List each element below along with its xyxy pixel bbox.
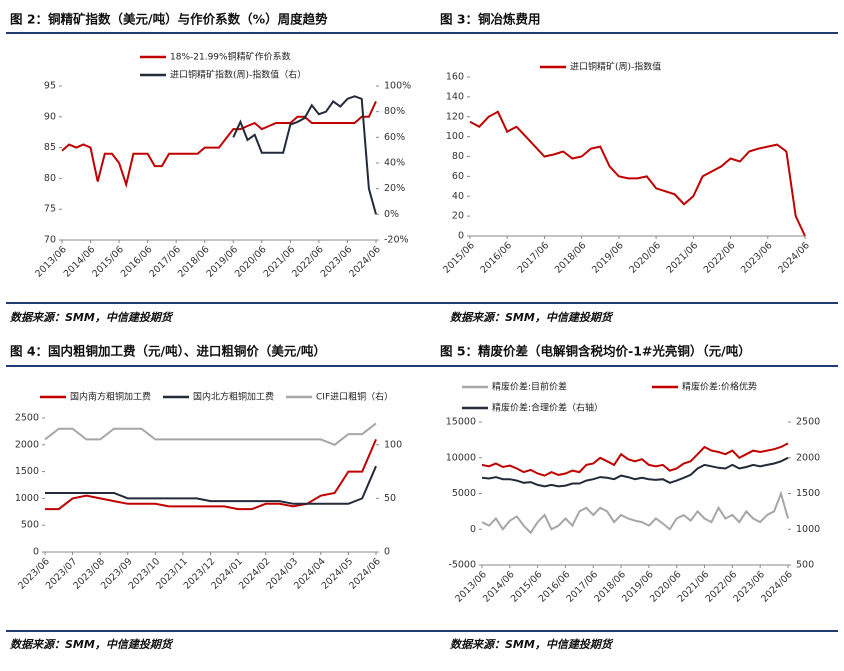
chart-title: 图 4：国内粗铜加工费（元/吨）、进口粗铜价（美元/吨） — [10, 344, 326, 359]
y-tick-label: 0 — [470, 524, 476, 535]
y-tick-label: 80 — [452, 151, 464, 162]
chart-title: 图 5：精废价差（电解铜含税均价-1#光亮铜）（元/吨） — [440, 344, 751, 359]
x-tick-label: 2021/06 — [665, 240, 701, 276]
y-tick-label: 95 — [44, 81, 56, 92]
source-note: 数据来源：SMM，中信建投期货 — [450, 638, 614, 651]
y2-tick-label: 2500 — [796, 417, 820, 428]
series-line — [61, 100, 377, 189]
y-tick-label: 2000 — [15, 439, 39, 450]
y-tick-label: 20 — [452, 211, 464, 222]
y2-tick-label: 0 — [384, 547, 390, 558]
y-tick-label: 100 — [446, 131, 464, 142]
x-tick-label: 2024/06 — [776, 240, 812, 276]
series-line — [232, 95, 377, 215]
y-tick-label: 85 — [44, 142, 56, 153]
y-tick-label: 15000 — [446, 417, 476, 428]
y-tick-label: 120 — [446, 111, 464, 122]
y2-tick-label: 80% — [384, 106, 405, 117]
y2-tick-label: 1000 — [796, 524, 820, 535]
legend-label: 进口铜精矿指数(周)-指数值（右） — [170, 69, 306, 81]
y-tick-label: 1500 — [15, 466, 39, 477]
x-tick-label: 2019/06 — [590, 240, 626, 276]
y-tick-label: 40 — [452, 191, 464, 202]
y2-tick-label: 2000 — [796, 452, 820, 463]
y2-tick-label: 1500 — [796, 488, 820, 499]
series-line — [45, 439, 377, 511]
source-note: 数据来源：SMM，中信建投期货 — [10, 638, 174, 651]
y2-tick-label: 100 — [384, 439, 402, 450]
y-tick-label: 60 — [452, 171, 464, 182]
y-tick-label: 2500 — [15, 413, 39, 424]
source-note: 数据来源：SMM，中信建投期货 — [450, 311, 614, 324]
y2-tick-label: 20% — [384, 183, 405, 194]
y-tick-label: 500 — [21, 520, 39, 531]
series-line — [45, 465, 377, 505]
legend-label: 精废价差:合理价差（右轴） — [492, 402, 603, 414]
y-tick-label: 80 — [44, 173, 56, 184]
x-tick-label: 2015/06 — [441, 240, 477, 276]
legend-label: 精废价差:价格优势 — [682, 381, 757, 393]
legend-label: 国内南方粗铜加工费 — [70, 391, 151, 403]
series-line — [481, 490, 789, 535]
y-tick-label: 0 — [458, 231, 464, 242]
x-tick-label: 2017/06 — [516, 240, 552, 276]
y2-tick-label: 500 — [796, 560, 814, 571]
y2-tick-label: 60% — [384, 132, 405, 143]
y-tick-label: 5000 — [452, 488, 476, 499]
legend-label: CIF进口粗铜（右） — [316, 391, 393, 403]
series-line — [481, 456, 789, 488]
y-tick-label: -5000 — [448, 560, 476, 571]
chart-title: 图 3：铜冶炼费用 — [440, 12, 541, 27]
y2-tick-label: 50 — [384, 493, 396, 504]
series-line — [469, 110, 806, 237]
series-line — [481, 442, 789, 477]
y-tick-label: 1000 — [15, 493, 39, 504]
x-tick-label: 2023/06 — [739, 240, 775, 276]
y-tick-label: 140 — [446, 91, 464, 102]
x-tick-label: 2018/06 — [553, 240, 589, 276]
x-tick-label: 2020/06 — [627, 240, 663, 276]
y-tick-label: 160 — [446, 72, 464, 83]
y-tick-label: 10000 — [446, 452, 476, 463]
y-tick-label: 75 — [44, 204, 56, 215]
legend-label: 18%-21.99%铜精矿作价系数 — [170, 51, 291, 63]
legend-label: 精废价差:目前价差 — [492, 381, 567, 393]
x-tick-label: 2016/06 — [478, 240, 514, 276]
source-note: 数据来源：SMM，中信建投期货 — [10, 311, 174, 324]
legend-label: 国内北方粗铜加工费 — [193, 391, 274, 403]
series-line — [44, 422, 377, 446]
y-tick-label: 90 — [44, 111, 56, 122]
x-tick-label: 2024/06 — [347, 244, 383, 280]
y2-tick-label: 100% — [384, 81, 411, 92]
x-tick-label: 2022/06 — [702, 240, 738, 276]
y2-tick-label: 0% — [384, 209, 399, 220]
y2-tick-label: 40% — [384, 158, 405, 169]
chart-title: 图 2：铜精矿指数（美元/吨）与作价系数（%）周度趋势 — [10, 12, 328, 27]
y-tick-label: 70 — [44, 235, 56, 246]
legend-label: 进口铜精矿(周)-指数值 — [570, 61, 661, 73]
y2-tick-label: -20% — [384, 235, 409, 246]
y-tick-label: 0 — [33, 547, 39, 558]
